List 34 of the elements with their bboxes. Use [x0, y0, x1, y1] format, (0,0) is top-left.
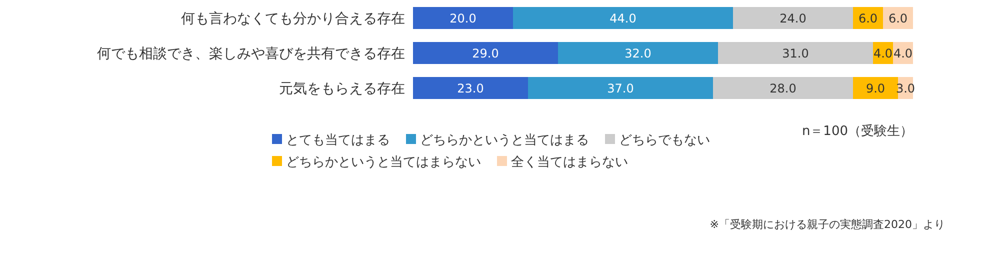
data-label: 9.0 — [866, 82, 886, 96]
bar — [718, 42, 873, 64]
bar — [413, 7, 513, 29]
data-label: 4.0 — [893, 46, 913, 60]
legend-label: 全く当てはまらない — [511, 155, 628, 170]
bar — [558, 42, 718, 64]
data-label: 20.0 — [450, 12, 476, 26]
data-label: 44.0 — [610, 12, 636, 26]
data-label: 4.0 — [873, 46, 893, 60]
bar — [733, 7, 853, 29]
data-label: 6.0 — [858, 12, 878, 26]
data-label: 37.0 — [607, 82, 634, 96]
bar — [528, 77, 713, 99]
bar — [413, 42, 558, 64]
bar — [853, 77, 898, 99]
bar — [413, 77, 528, 99]
legend-label: どちらでもない — [619, 133, 710, 148]
legend-label: どちらかというと当てはまる — [420, 133, 589, 148]
y-tick-label: 元気をもらえる存在 — [279, 81, 405, 97]
bar — [513, 7, 733, 29]
y-tick-label: 何でも相談でき、楽しみや喜びを共有できる存在 — [97, 46, 405, 62]
text: n＝100（受験生） — [802, 124, 913, 139]
bar — [713, 77, 853, 99]
text: ※「受験期における親子の実態調査2020」より — [710, 218, 945, 231]
data-label: 29.0 — [472, 46, 499, 60]
legend-label: どちらかというと当てはまらない — [286, 155, 481, 170]
data-label: 24.0 — [780, 12, 806, 26]
data-label: 32.0 — [624, 46, 652, 60]
data-label: 6.0 — [888, 12, 908, 26]
y-tick-label: 何も言わなくても分かり合える存在 — [181, 11, 405, 27]
data-label: 31.0 — [782, 46, 809, 60]
data-label: 23.0 — [457, 82, 484, 96]
data-label: 28.0 — [770, 82, 796, 96]
legend-label: とても当てはまる — [286, 133, 390, 148]
